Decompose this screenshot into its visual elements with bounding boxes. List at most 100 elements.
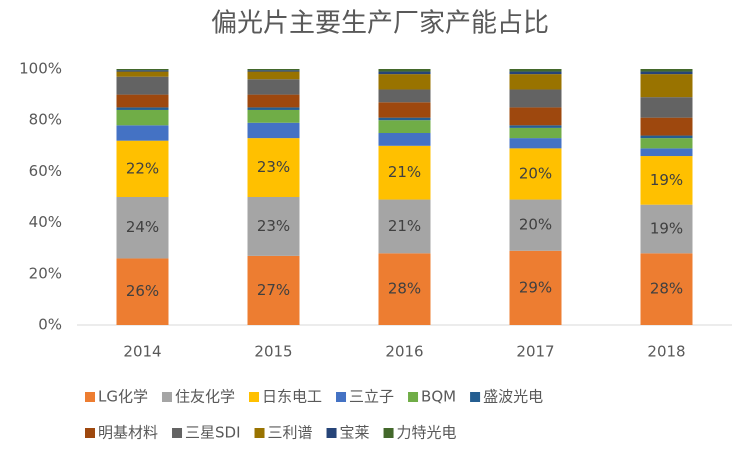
- legend-marker: [249, 392, 259, 402]
- legend-label: 明基材料: [98, 424, 158, 442]
- bar-segment: [378, 133, 431, 146]
- bar-segment: [378, 253, 431, 325]
- legend-marker: [470, 392, 481, 402]
- bar-segment: [509, 250, 562, 325]
- legend-label: 日东电工: [262, 388, 322, 406]
- bar-segment: [116, 109, 169, 126]
- x-tick-label: 2018: [647, 343, 685, 361]
- data-label: 29%: [519, 278, 552, 296]
- data-label: 19%: [650, 220, 683, 238]
- data-label: 28%: [650, 280, 683, 298]
- data-label: 21%: [388, 217, 421, 235]
- bar-segment: [509, 138, 562, 149]
- y-tick-label: 60%: [29, 162, 62, 180]
- legend-label: 三立子: [349, 388, 394, 406]
- bar-segment: [640, 117, 693, 136]
- bar-segment: [640, 204, 693, 254]
- bar-segment: [247, 69, 300, 71]
- bar-segment: [378, 102, 431, 118]
- x-tick-label: 2015: [254, 343, 292, 361]
- legend-label: BQM: [421, 388, 456, 406]
- chart-title: 偏光片主要生产厂家产能占比: [211, 9, 549, 39]
- y-tick-label: 80%: [29, 111, 62, 129]
- bar-segment: [509, 74, 562, 90]
- bar-segment: [378, 71, 431, 75]
- bar-segment: [509, 71, 562, 75]
- bar-segment: [640, 71, 693, 75]
- x-tick-label: 2017: [516, 343, 554, 361]
- bar-segment: [378, 117, 431, 121]
- bar-segment: [247, 70, 300, 72]
- bar-segment: [116, 258, 169, 325]
- y-tick-label: 20%: [29, 264, 62, 282]
- legend-marker: [383, 428, 394, 438]
- legend-marker: [161, 392, 172, 402]
- legend-label: 宝莱: [340, 424, 370, 442]
- bar-segment: [247, 255, 300, 325]
- bar-segment: [509, 148, 562, 200]
- legend-label: LG化学: [98, 388, 148, 406]
- bar-segment: [509, 127, 562, 139]
- bar-segment: [378, 69, 431, 72]
- bar-segment: [640, 74, 693, 98]
- data-label: 27%: [257, 281, 290, 299]
- data-label: 23%: [257, 158, 290, 176]
- legend-marker: [85, 392, 95, 402]
- legend-label: 三利谱: [268, 424, 313, 442]
- data-label: 28%: [388, 280, 421, 298]
- bar-segment: [247, 94, 300, 108]
- bar-segment: [247, 107, 300, 110]
- legend-marker: [408, 392, 419, 402]
- data-label: 26%: [126, 282, 159, 300]
- legend-marker: [336, 392, 347, 402]
- bar-segment: [116, 107, 169, 110]
- data-label: 19%: [650, 171, 683, 189]
- bar-segment: [640, 69, 693, 72]
- legend-label: 盛波光电: [483, 388, 543, 406]
- bar-segment: [116, 69, 169, 71]
- y-tick-label: 100%: [19, 60, 62, 78]
- x-tick-label: 2016: [385, 343, 423, 361]
- data-label: 22%: [126, 159, 159, 177]
- data-label: 20%: [519, 216, 552, 234]
- bar-segment: [509, 107, 562, 126]
- bar-segment: [116, 94, 169, 108]
- bar-segment: [640, 148, 693, 157]
- bar-segment: [247, 109, 300, 123]
- bar-segment: [640, 156, 693, 205]
- bar-segment: [509, 69, 562, 72]
- legend-marker: [326, 428, 337, 438]
- bar-segment: [378, 199, 431, 254]
- legend-marker: [172, 428, 183, 438]
- bar-segment: [116, 70, 169, 72]
- bar-segment: [509, 199, 562, 251]
- bar-segment: [378, 120, 431, 133]
- bar-segment: [116, 140, 169, 197]
- data-label: 23%: [257, 217, 290, 235]
- bar-segment: [247, 122, 300, 139]
- bar-segment: [509, 125, 562, 128]
- bar-segment: [378, 74, 431, 90]
- bar-segment: [378, 89, 431, 103]
- bar-segment: [247, 79, 300, 95]
- bar-segment: [509, 89, 562, 108]
- bar-segment: [247, 138, 300, 197]
- bar-segment: [378, 145, 431, 200]
- y-tick-label: 40%: [29, 213, 62, 231]
- bar-segment: [116, 197, 169, 259]
- bar-segment: [247, 71, 300, 80]
- legend-marker: [254, 428, 265, 438]
- legend-label: 住友化学: [175, 388, 235, 406]
- bar-segment: [116, 71, 169, 77]
- data-label: 21%: [388, 163, 421, 181]
- bar-segment: [247, 197, 300, 256]
- bar-segment: [116, 76, 169, 95]
- bar-segment: [640, 253, 693, 325]
- y-tick-label: 0%: [38, 316, 62, 334]
- data-label: 20%: [519, 164, 552, 182]
- data-label: 24%: [126, 218, 159, 236]
- bar-segment: [640, 135, 693, 139]
- legend-label: 三星SDI: [185, 424, 241, 442]
- legend-marker: [85, 428, 95, 438]
